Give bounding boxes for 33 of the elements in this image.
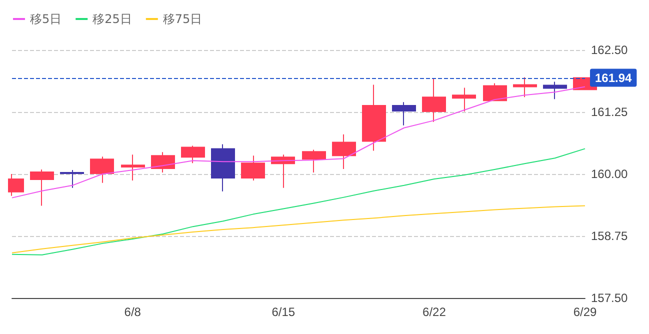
y-tick-label: 161.25 (591, 105, 628, 119)
candlestick (90, 156, 114, 184)
ref-line-label: 161.94 (595, 70, 632, 85)
legend-label: 移75日 (162, 12, 202, 26)
y-tick-label: 157.50 (591, 291, 628, 305)
candlestick (332, 134, 356, 170)
candlestick (543, 81, 567, 100)
candlestick (60, 170, 84, 188)
candlestick (181, 145, 205, 164)
candlestick (452, 87, 476, 112)
line-series (12, 205, 586, 254)
y-tick-label: 160.00 (591, 167, 628, 181)
candlestick (121, 154, 145, 181)
candlestick (302, 149, 326, 174)
candlestick (422, 78, 446, 122)
candlestick (211, 144, 235, 192)
legend-label: 移25日 (92, 12, 132, 26)
candlestick (151, 152, 175, 174)
x-tick-label: 6/15 (272, 305, 296, 319)
y-tick-label: 158.75 (591, 229, 628, 243)
candlestick (392, 102, 416, 126)
x-tick-label: 6/22 (422, 305, 446, 319)
candlestick (30, 169, 54, 206)
x-tick-label: 6/8 (124, 305, 142, 319)
line-series (12, 86, 586, 198)
line-series (12, 148, 586, 256)
candlestick (241, 155, 265, 181)
candlestick (513, 76, 537, 98)
candlestick (483, 82, 507, 102)
legend-label: 移5日 (30, 12, 62, 26)
candlestick (362, 84, 386, 152)
y-tick-label: 162.50 (591, 43, 628, 57)
x-tick-label: 6/29 (573, 305, 597, 319)
